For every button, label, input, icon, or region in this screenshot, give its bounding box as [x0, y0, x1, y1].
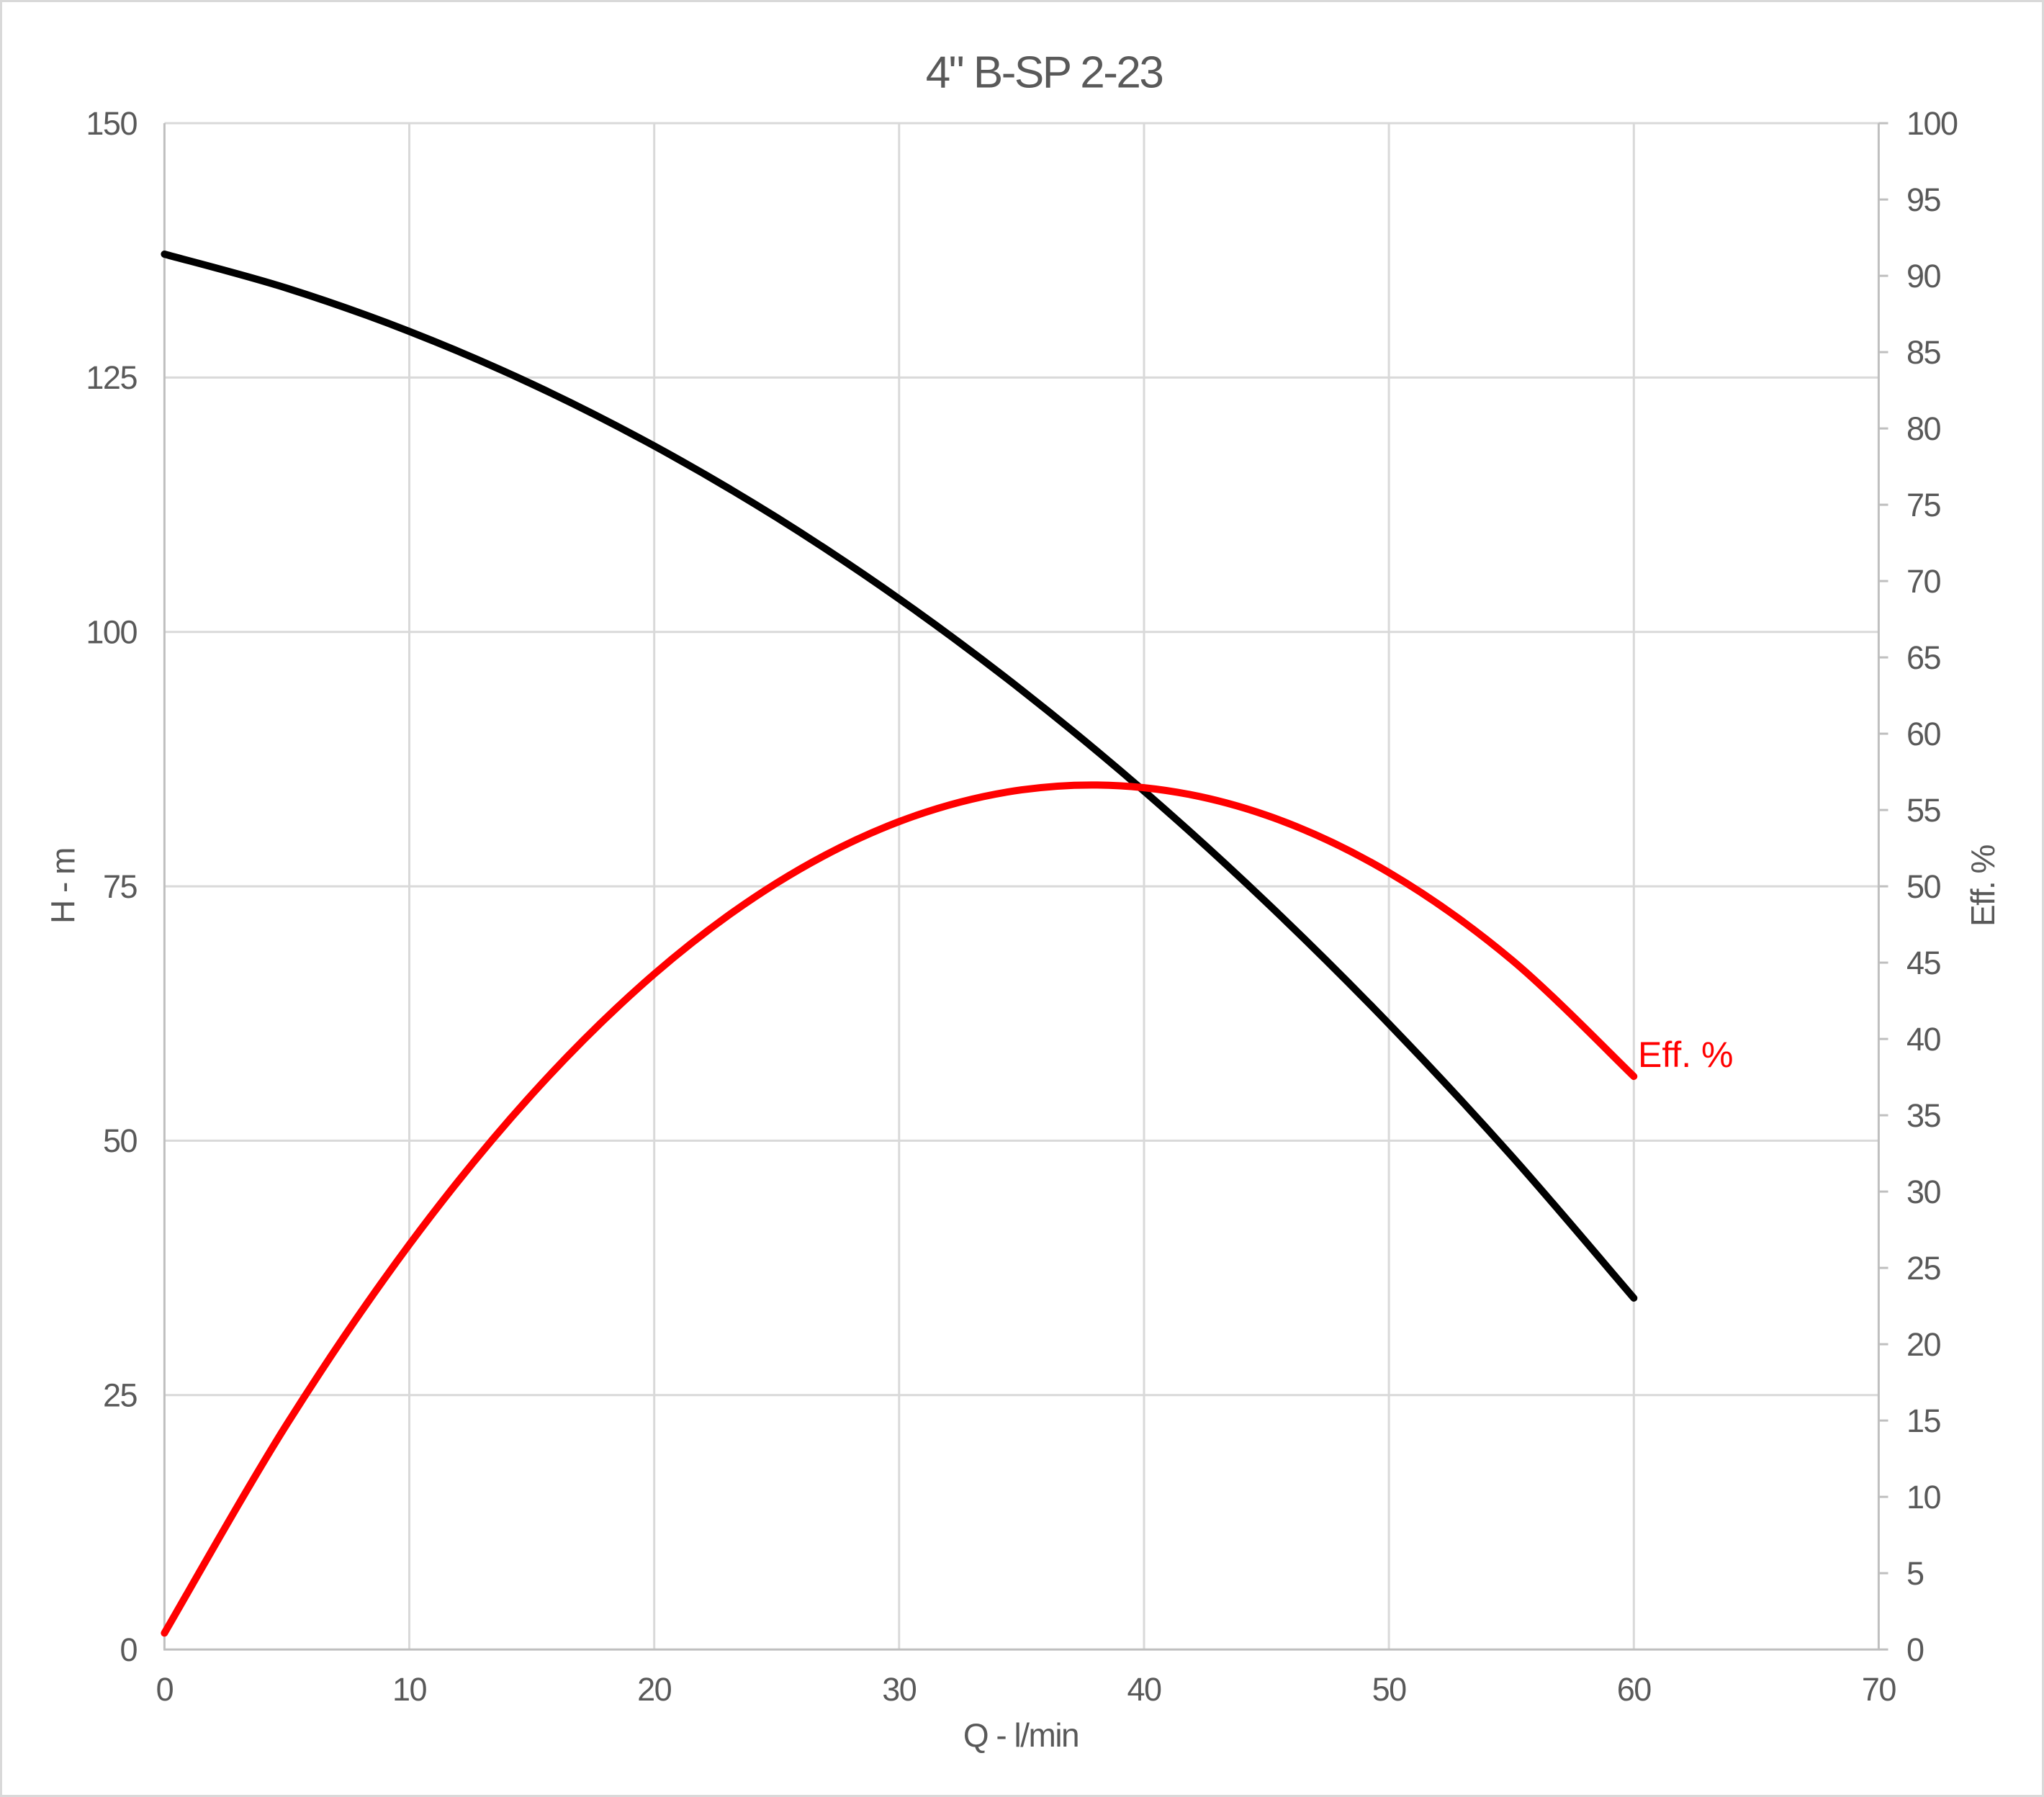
svg-text:35: 35 — [1906, 1097, 1941, 1134]
svg-text:30: 30 — [882, 1671, 917, 1708]
svg-text:15: 15 — [1906, 1402, 1941, 1439]
svg-text:100: 100 — [86, 614, 137, 651]
svg-text:70: 70 — [1906, 563, 1941, 600]
svg-text:H - m: H - m — [45, 848, 82, 924]
svg-text:Eff. %: Eff. % — [1964, 845, 2002, 926]
svg-text:60: 60 — [1617, 1671, 1652, 1708]
svg-text:100: 100 — [1906, 105, 1958, 142]
svg-text:50: 50 — [1372, 1671, 1407, 1708]
svg-text:25: 25 — [103, 1377, 138, 1414]
svg-text:55: 55 — [1906, 792, 1941, 829]
svg-text:0: 0 — [1906, 1631, 1924, 1668]
svg-text:0: 0 — [120, 1631, 137, 1668]
svg-text:40: 40 — [1127, 1671, 1161, 1708]
svg-text:95: 95 — [1906, 181, 1941, 218]
svg-text:90: 90 — [1906, 258, 1941, 294]
svg-text:125: 125 — [86, 359, 137, 396]
svg-text:20: 20 — [1906, 1326, 1941, 1363]
svg-text:Eff. %: Eff. % — [1638, 1035, 1733, 1075]
svg-text:85: 85 — [1906, 334, 1941, 371]
svg-text:60: 60 — [1906, 716, 1941, 752]
svg-text:75: 75 — [103, 868, 138, 905]
svg-text:5: 5 — [1906, 1555, 1924, 1592]
svg-text:75: 75 — [1906, 487, 1941, 523]
svg-text:50: 50 — [103, 1122, 138, 1159]
svg-text:Q - l/min: Q - l/min — [963, 1716, 1079, 1754]
svg-text:150: 150 — [86, 105, 137, 142]
svg-text:40: 40 — [1906, 1021, 1941, 1058]
svg-text:4" B-SP 2-23: 4" B-SP 2-23 — [926, 48, 1163, 97]
svg-text:30: 30 — [1906, 1174, 1941, 1210]
svg-text:70: 70 — [1862, 1671, 1896, 1708]
svg-text:10: 10 — [1906, 1479, 1941, 1515]
svg-text:10: 10 — [392, 1671, 427, 1708]
svg-text:50: 50 — [1906, 868, 1941, 905]
svg-text:25: 25 — [1906, 1250, 1941, 1287]
svg-text:80: 80 — [1906, 410, 1941, 447]
svg-text:65: 65 — [1906, 639, 1941, 676]
svg-text:45: 45 — [1906, 945, 1941, 981]
svg-text:0: 0 — [156, 1671, 174, 1708]
svg-text:20: 20 — [637, 1671, 672, 1708]
